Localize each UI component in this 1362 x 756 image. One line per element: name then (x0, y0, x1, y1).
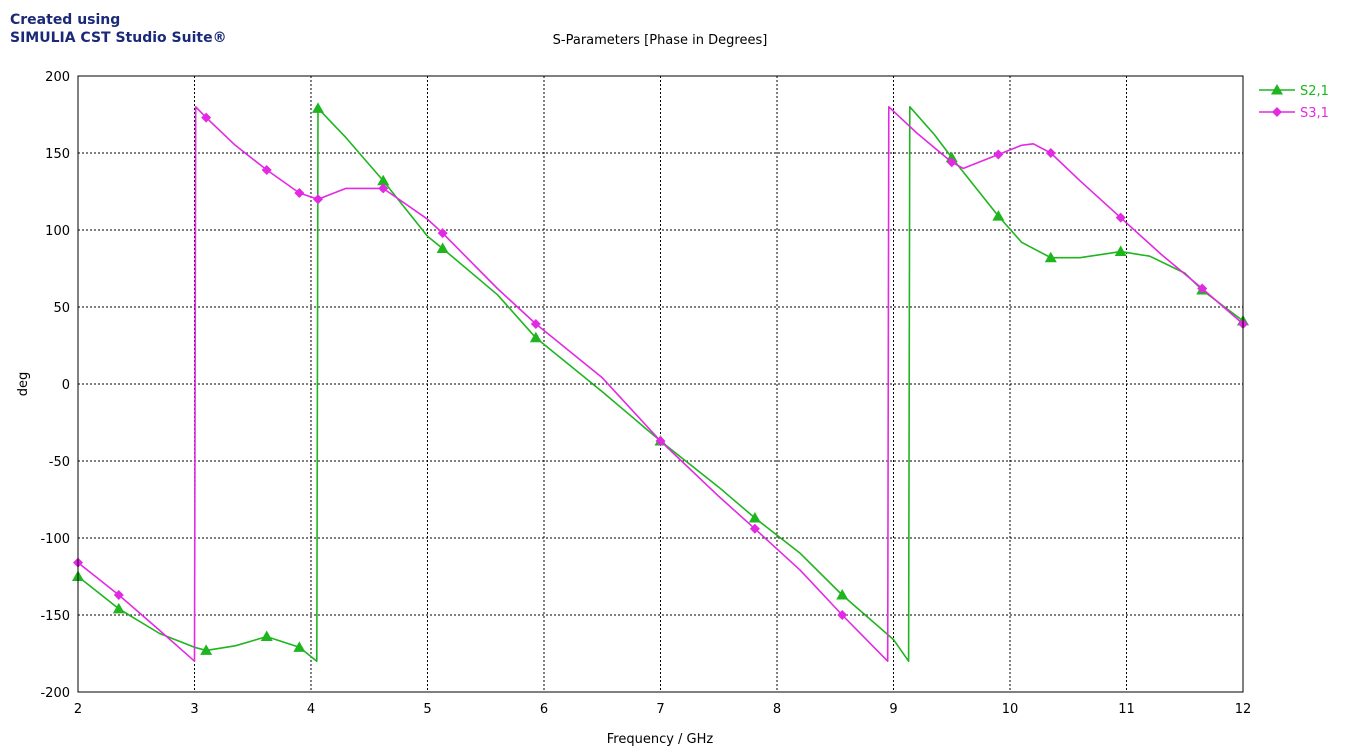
y-tick-label: 200 (45, 70, 70, 85)
y-tick-label: 100 (45, 224, 70, 239)
data-point (377, 174, 390, 186)
data-point (993, 149, 1004, 160)
legend-label: S2,1 (1300, 84, 1329, 99)
data-point (1114, 245, 1127, 257)
x-tick-label: 7 (656, 702, 664, 717)
data-point (836, 588, 849, 600)
legend-label: S3,1 (1300, 106, 1329, 121)
y-axis-label: deg (16, 372, 31, 397)
data-point (113, 589, 124, 600)
data-point (992, 210, 1005, 221)
data-point (378, 183, 389, 194)
x-tick-label: 10 (1002, 702, 1019, 717)
x-tick-label: 3 (190, 702, 198, 717)
legend-item: S2,1 (1259, 84, 1329, 99)
data-point (748, 511, 761, 523)
legend: S2,1 S3,1 (1259, 84, 1329, 121)
watermark-line-2: SIMULIA CST Studio Suite® (10, 30, 227, 46)
x-tick-label: 2 (74, 702, 82, 717)
data-point (437, 228, 448, 239)
y-tick-label: -200 (40, 686, 70, 701)
series-line (77, 106, 1244, 662)
legend-marker (1272, 107, 1282, 117)
chart-title: S-Parameters [Phase in Degrees] (553, 33, 768, 48)
y-tick-label: 50 (53, 301, 70, 316)
y-tick-label: -150 (40, 609, 70, 624)
series-layer (72, 102, 1249, 662)
x-tick-label: 9 (889, 702, 897, 717)
data-point (260, 630, 273, 642)
series-1 (73, 106, 1248, 662)
data-point (112, 602, 125, 614)
data-point (946, 157, 957, 168)
x-tick-label: 4 (307, 702, 315, 717)
grid (78, 76, 1243, 692)
data-point (312, 194, 323, 205)
data-point (436, 242, 449, 253)
data-point (1045, 148, 1056, 158)
data-point (294, 188, 305, 199)
y-tick-label: -100 (40, 532, 70, 547)
x-tick-label: 11 (1118, 702, 1135, 717)
data-point (749, 523, 760, 534)
legend-item: S3,1 (1259, 106, 1329, 121)
data-point (529, 331, 542, 343)
data-point (311, 102, 324, 113)
data-point (530, 318, 541, 329)
x-tick-label: 12 (1235, 702, 1252, 717)
data-point (293, 641, 306, 652)
data-point (1197, 283, 1208, 294)
data-point (655, 435, 666, 446)
x-tick-label: 8 (773, 702, 781, 717)
x-axis-label: Frequency / GHz (607, 732, 714, 747)
data-point (200, 644, 213, 655)
watermark-line-1: Created using (10, 12, 121, 28)
legend-marker (1271, 84, 1283, 95)
y-tick-label: -50 (49, 455, 70, 470)
data-point (1115, 212, 1126, 223)
x-tick-label: 5 (423, 702, 431, 717)
data-point (1044, 251, 1057, 263)
data-point (261, 164, 272, 175)
y-tick-label: 150 (45, 147, 70, 162)
data-point (201, 112, 212, 123)
data-point (837, 610, 848, 620)
tick-labels: 2 3 4 5 6 7 8 9 10 11 12 200 150 100 50 0 -50 -100 -150 -20… (40, 70, 1251, 717)
series-line (77, 106, 1244, 662)
plot-frame (77, 75, 1244, 693)
y-tick-label: 0 (62, 378, 70, 393)
x-tick-label: 6 (540, 702, 548, 717)
cst-watermark: Created using SIMULIA CST Studio Suite® (10, 11, 227, 47)
